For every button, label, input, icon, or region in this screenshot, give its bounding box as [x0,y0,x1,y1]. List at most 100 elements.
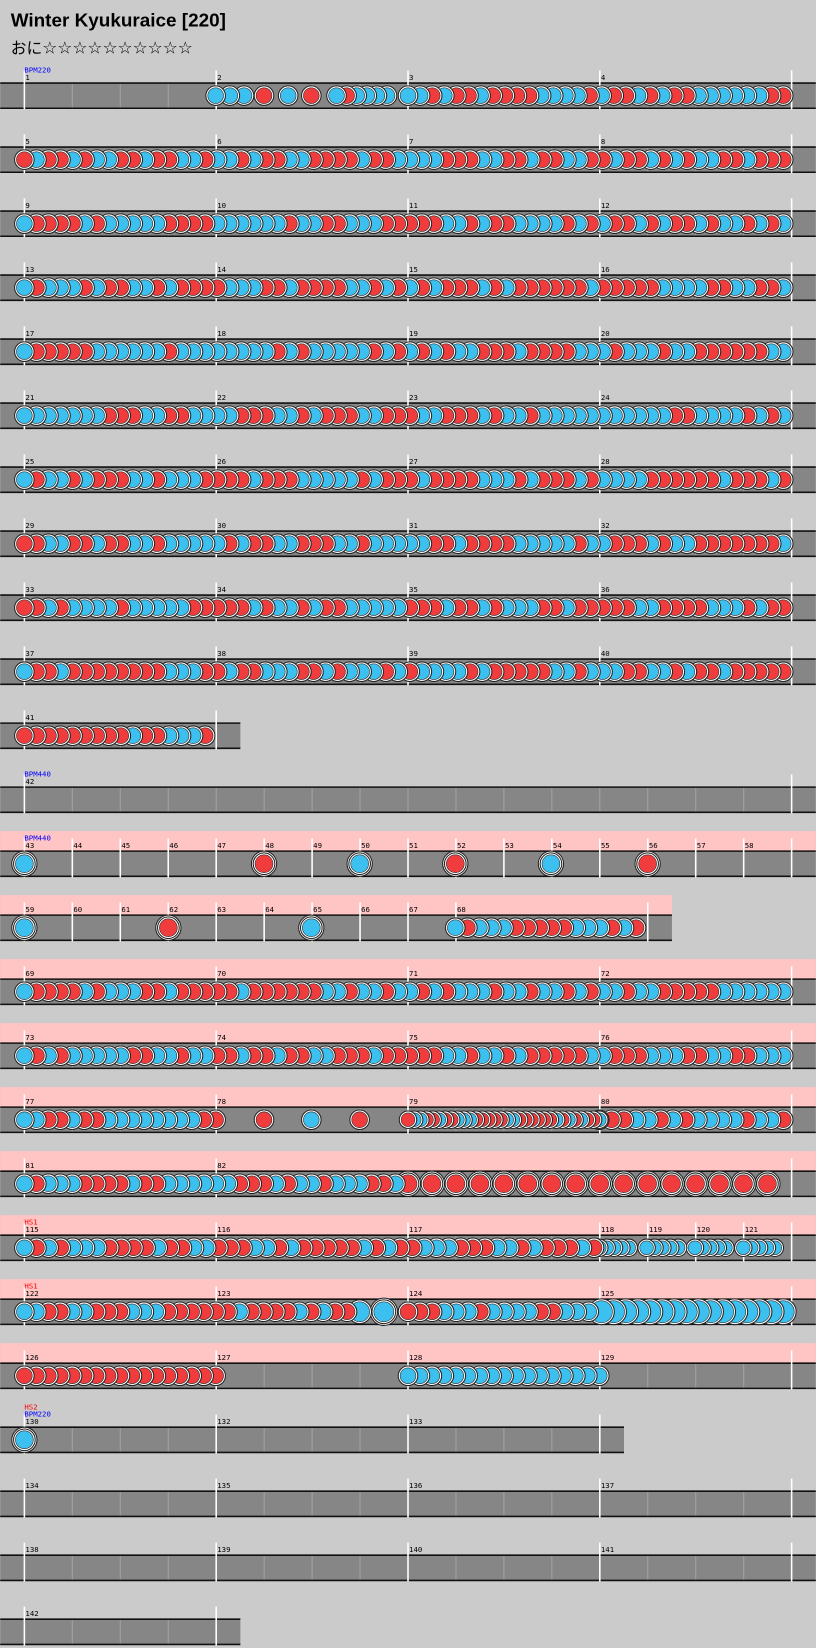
note-face [16,1239,33,1256]
note-face [15,918,34,937]
note-face [638,1174,657,1194]
hs-band [0,1151,816,1174]
measure-number: 15 [409,265,418,274]
scroll-label: BPM440 [24,770,51,779]
measure-number: 11 [409,201,418,210]
measure-number: 54 [553,841,562,850]
measure-number: 26 [217,457,226,466]
chart-row: 77 78 79 80 [0,1087,816,1134]
chart-row: 25 26 27 28 [0,454,816,494]
measure-number: 71 [409,969,418,978]
note-face [518,1174,538,1194]
measure-number: 3 [409,73,413,82]
chart-row: 138 139 140 141 [0,1542,816,1582]
note-face [255,87,273,104]
note-face [16,279,33,296]
measure-number: 73 [25,1033,34,1042]
note-face [614,1174,633,1194]
note-face [400,1112,416,1127]
note-face [303,1111,320,1128]
measure-number: 79 [409,1097,418,1106]
note-face [446,854,465,873]
chart-row: 33 34 35 36 [0,582,816,622]
note-face [328,87,345,104]
measure-number: 40 [601,649,610,658]
measure-number: 32 [601,521,610,530]
chart-row: 142 [0,1606,241,1646]
measure-number: 6 [217,137,221,146]
measure-number: 8 [601,137,605,146]
note-face [373,1301,395,1323]
note-face [399,1303,417,1320]
measure-number: 14 [217,265,226,274]
measure-number: 63 [217,905,226,914]
note-face [16,471,33,488]
measure-number: 13 [25,265,34,274]
chart-row: 134 135 136 137 [0,1478,816,1518]
note-face [736,1240,751,1255]
measure-number: 119 [649,1225,662,1234]
measure-number: 27 [409,457,418,466]
measure-number: 75 [409,1033,418,1042]
measure-number: 43 [25,841,34,850]
measure-number: 70 [217,969,226,978]
measure-number: 36 [601,585,610,594]
measure-number: 124 [409,1289,423,1298]
note-face [541,854,561,873]
note-face [16,151,33,168]
note-face [302,918,321,937]
note-face [758,1174,777,1194]
measure-number: 35 [409,585,418,594]
measure-number: 126 [25,1353,38,1362]
measure-number: 53 [505,841,514,850]
chart-row: 126 127 128 129 [0,1343,816,1390]
measure-number: 1 [25,73,29,82]
note-face [446,1174,466,1194]
measure-number: 58 [745,841,754,850]
measure-number: 9 [25,201,29,210]
note-face [662,1174,681,1194]
note-face [422,1174,442,1194]
measure-number: 47 [217,841,226,850]
measure-number: 127 [217,1353,230,1362]
note-face [399,1367,417,1384]
measure-number: 81 [25,1161,34,1170]
song-title: Winter Kyukuraice [220] [11,10,226,31]
measure-number: 65 [313,905,322,914]
note-face [16,1367,33,1384]
measure-number: 37 [25,649,34,658]
measure-number: 17 [25,329,34,338]
measure-number: 122 [25,1289,38,1298]
measure-number: 31 [409,521,418,530]
measure-number: 55 [601,841,610,850]
note-face [16,727,33,744]
note-face [16,1175,33,1192]
chart-row: 13 14 15 16 [0,262,816,302]
note-face [687,1240,703,1255]
measure-number: 142 [25,1609,38,1618]
note-face [566,1174,585,1194]
note-face [351,1111,368,1128]
measure-number: 45 [121,841,130,850]
measure-number: 7 [409,137,413,146]
measure-number: 68 [457,905,466,914]
note-face [16,343,33,360]
measure-number: 141 [601,1545,614,1554]
note-face [399,87,417,104]
chart-row: 29 30 31 32 [0,518,816,558]
hs-band [0,895,672,918]
scroll-label: BPM440 [24,834,51,843]
note-face [16,983,33,1000]
chart-row: 9 10 11 12 [0,198,816,238]
measure-number: 137 [601,1481,614,1490]
measure-number: 12 [601,201,610,210]
note-face [255,1111,273,1128]
note-face [279,87,297,104]
measure-number: 77 [25,1097,34,1106]
measure-number: 118 [601,1225,614,1234]
note-face [254,854,274,873]
measure-number: 117 [409,1225,422,1234]
note-face [639,1240,654,1255]
